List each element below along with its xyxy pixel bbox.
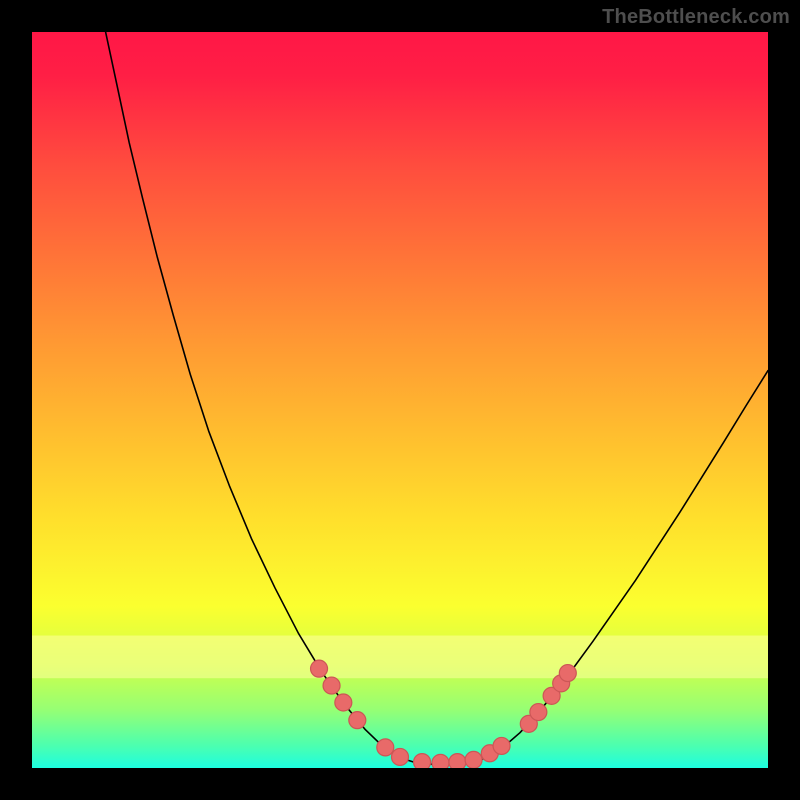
curve-marker bbox=[349, 712, 366, 729]
curve-marker bbox=[335, 694, 352, 711]
curve-marker bbox=[465, 751, 482, 768]
curve-marker bbox=[559, 665, 576, 682]
watermark-text: TheBottleneck.com bbox=[602, 6, 790, 29]
curve-marker bbox=[323, 677, 340, 694]
curve-marker bbox=[493, 737, 510, 754]
chart-container: TheBottleneck.com bbox=[0, 0, 800, 800]
curve-marker bbox=[392, 748, 409, 765]
curve-marker bbox=[311, 660, 328, 677]
bottleneck-curve-chart bbox=[0, 0, 800, 800]
highlight-band bbox=[32, 636, 768, 679]
curve-marker bbox=[377, 739, 394, 756]
curve-marker bbox=[530, 704, 547, 721]
